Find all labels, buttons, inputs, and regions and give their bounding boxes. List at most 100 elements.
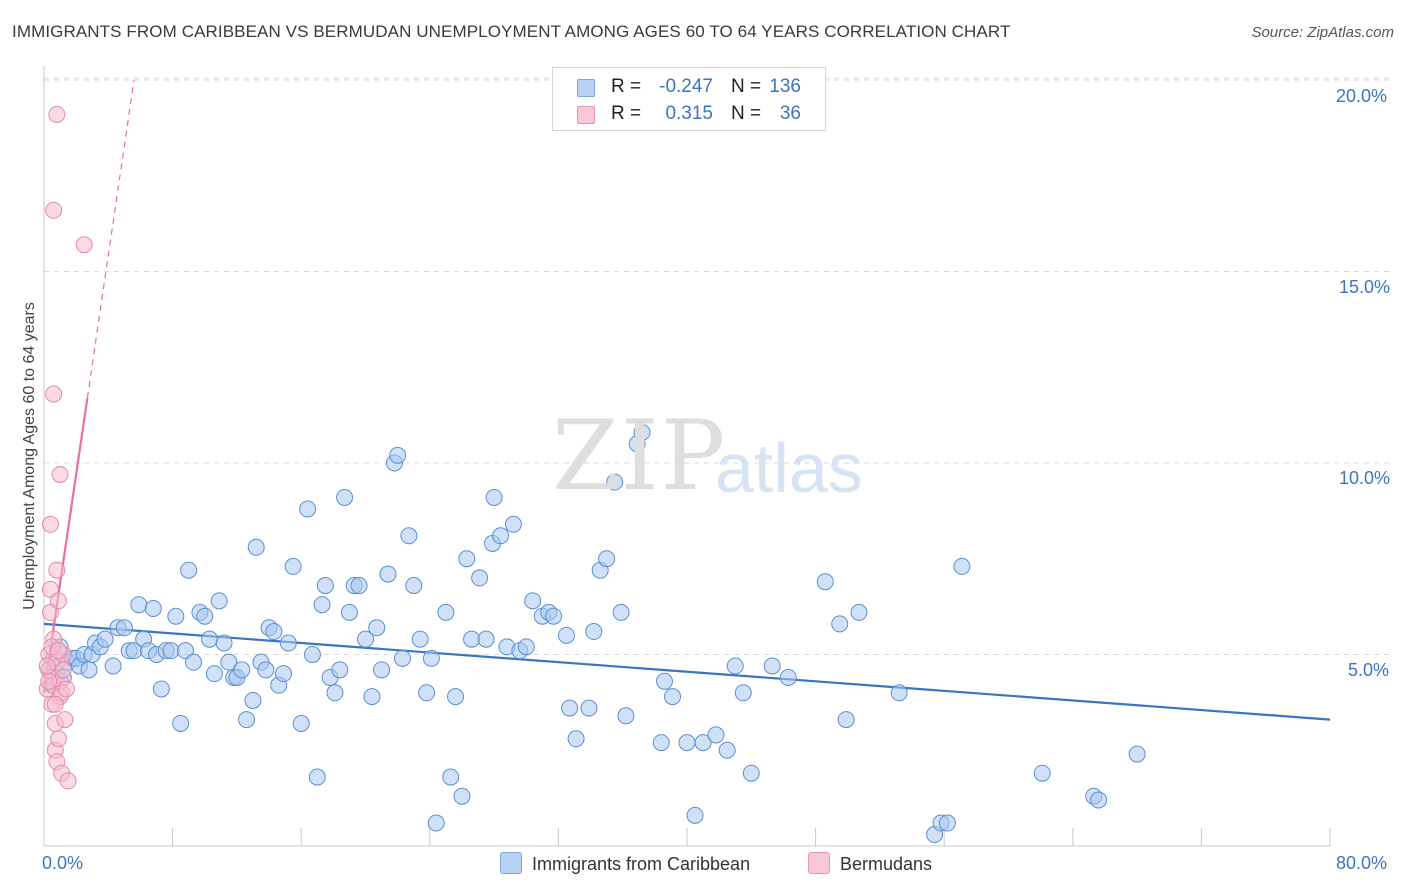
data-point-caribbean <box>389 446 407 464</box>
chart-title: IMMIGRANTS FROM CARIBBEAN VS BERMUDAN UN… <box>12 22 1011 41</box>
data-point-caribbean <box>167 607 185 625</box>
legend-label-bermudans: Bermudans <box>840 854 933 874</box>
data-point-caribbean <box>524 592 542 610</box>
legend-row-bermudans: R = 0.315 N = 36 <box>553 101 825 127</box>
data-point-caribbean <box>561 699 579 717</box>
data-point-caribbean <box>80 661 98 679</box>
data-point-caribbean <box>779 668 797 686</box>
data-point-caribbean <box>664 688 682 706</box>
y-tick-label-15: 15.0% <box>1339 277 1391 297</box>
data-point-caribbean <box>1090 791 1108 809</box>
legend-item-bermudans: Bermudans <box>808 852 932 875</box>
data-point-bermudans <box>54 661 72 679</box>
data-point-caribbean <box>545 607 563 625</box>
data-point-caribbean <box>612 603 630 621</box>
data-point-bermudans <box>46 695 64 713</box>
data-point-caribbean <box>938 814 956 832</box>
data-point-caribbean <box>655 672 673 690</box>
data-point-caribbean <box>176 642 194 660</box>
data-point-caribbean <box>485 488 503 506</box>
data-point-caribbean <box>331 661 349 679</box>
data-point-caribbean <box>477 630 495 648</box>
data-point-caribbean <box>422 649 440 667</box>
data-point-caribbean <box>633 423 651 441</box>
data-point-caribbean <box>215 634 233 652</box>
data-point-caribbean <box>275 665 293 683</box>
data-point-caribbean <box>517 638 535 656</box>
data-point-caribbean <box>504 515 522 533</box>
legend-row-caribbean: R = -0.247 N = 136 <box>553 74 825 100</box>
data-point-caribbean <box>368 619 386 637</box>
y-tick-label-20: 20.0% <box>1336 86 1388 106</box>
data-point-caribbean <box>427 814 445 832</box>
data-point-caribbean <box>379 565 397 583</box>
y-axis-label: Unemployment Among Ages 60 to 64 years <box>21 302 38 610</box>
data-point-caribbean <box>115 619 133 637</box>
data-point-caribbean <box>437 603 455 621</box>
y-tick-label-5: 5.0% <box>1348 660 1390 680</box>
data-point-caribbean <box>442 768 460 786</box>
data-point-bermudans <box>45 201 63 219</box>
data-point-caribbean <box>308 768 326 786</box>
data-point-caribbean <box>492 527 510 545</box>
watermark-zip: ZIP <box>552 400 728 512</box>
data-point-bermudans <box>40 672 58 690</box>
data-point-bermudans <box>38 657 56 675</box>
data-point-caribbean <box>238 711 256 729</box>
data-point-bermudans <box>41 580 59 598</box>
data-point-caribbean <box>850 603 868 621</box>
data-point-caribbean <box>104 657 122 675</box>
correlation-legend: R = -0.247 N = 136 R = 0.315 N = 36 <box>552 67 826 131</box>
data-point-caribbean <box>458 550 476 568</box>
data-point-caribbean <box>247 538 265 556</box>
data-point-caribbean <box>279 634 297 652</box>
data-point-caribbean <box>763 657 781 675</box>
data-point-bermudans <box>45 385 63 403</box>
data-point-caribbean <box>411 630 429 648</box>
legend-n-value: 36 <box>779 103 801 124</box>
axes <box>43 66 1331 847</box>
data-point-caribbean <box>585 623 603 641</box>
legend-n-value: 136 <box>769 76 801 97</box>
data-point-caribbean <box>890 684 908 702</box>
data-point-caribbean <box>257 661 275 679</box>
data-point-caribbean <box>678 734 696 752</box>
data-point-bermudans <box>59 772 77 790</box>
y-tick-label-10: 10.0% <box>1339 468 1391 488</box>
data-point-caribbean <box>172 714 190 732</box>
legend-swatch-pink <box>577 106 595 124</box>
data-point-bermudans <box>56 711 74 729</box>
data-point-bermudans <box>49 642 67 660</box>
data-point-caribbean <box>373 661 391 679</box>
data-point-caribbean <box>598 550 616 568</box>
data-point-caribbean <box>316 577 334 595</box>
legend-n-label: N = <box>731 103 762 124</box>
data-point-caribbean <box>718 741 736 759</box>
series-bermudans-points <box>38 105 93 790</box>
data-point-caribbean <box>400 527 418 545</box>
data-point-caribbean <box>184 653 202 671</box>
source-label: Source: ZipAtlas.com <box>1251 24 1394 41</box>
data-point-caribbean <box>734 684 752 702</box>
data-point-caribbean <box>617 707 635 725</box>
data-point-caribbean <box>152 680 170 698</box>
data-point-caribbean <box>463 630 481 648</box>
data-point-caribbean <box>1128 745 1146 763</box>
data-point-caribbean <box>694 734 712 752</box>
data-point-caribbean <box>350 577 368 595</box>
trend-line-caribbean <box>43 622 1331 721</box>
data-point-caribbean <box>726 657 744 675</box>
data-point-caribbean <box>130 596 148 614</box>
data-point-bermudans <box>58 680 76 698</box>
data-point-caribbean <box>196 607 214 625</box>
data-point-caribbean <box>567 730 585 748</box>
data-point-caribbean <box>180 561 198 579</box>
data-point-caribbean <box>244 691 262 709</box>
data-point-caribbean <box>652 734 670 752</box>
data-point-caribbean <box>953 557 971 575</box>
data-point-caribbean <box>453 787 471 805</box>
data-point-caribbean <box>557 626 575 644</box>
data-point-caribbean <box>837 711 855 729</box>
x-tick-label-min: 0.0% <box>42 853 84 873</box>
data-point-caribbean <box>393 649 411 667</box>
